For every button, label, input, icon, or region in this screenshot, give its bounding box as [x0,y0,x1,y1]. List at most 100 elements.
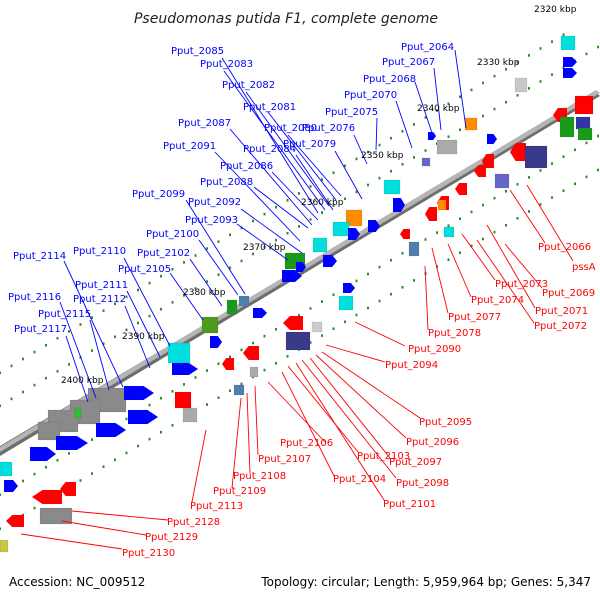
tick-dot [217,362,220,365]
tick-dot [562,155,565,158]
tick-dot [263,368,266,372]
tick-dot [22,357,24,361]
tick-dot [413,279,415,282]
tick-dot [309,185,312,188]
gene-feature [428,132,436,140]
tick-dot [275,205,277,209]
tick-dot [217,273,220,276]
tick-dot [539,169,542,172]
gene-label: Pput_2083 [200,59,253,70]
tick-dot [45,376,47,380]
tick-dot [344,197,346,201]
gene-feature [233,384,245,396]
tick-dot [229,355,231,359]
tick-dot [378,143,381,147]
tick-dot [447,135,450,138]
label-leader-line [354,321,406,347]
gene-label: Pput_2107 [258,454,311,465]
gene-feature [437,199,447,211]
tick-dot [355,190,358,194]
tick-dot [470,210,473,214]
label-leader-line [59,301,97,399]
tick-dot [367,183,369,187]
gene-label: Pput_2102 [137,248,190,259]
gene-feature [311,321,323,333]
gene-feature [332,221,350,237]
tick-dot [252,252,254,256]
gene-label: Pput_2103 [357,451,410,462]
tick-dot [0,527,1,531]
kbp-tick-label: 2360 kbp [301,198,344,208]
tick-dot [229,389,231,393]
gene-feature [243,346,259,360]
kbp-tick-label: 2370 kbp [243,243,286,253]
tick-dot [0,493,1,497]
gene-feature [222,358,234,370]
tick-dot [137,321,139,325]
tick-dot [263,334,266,338]
gene-label: Pput_2130 [122,548,175,559]
label-leader-line [89,319,110,391]
gene-feature [128,410,158,424]
tick-dot [22,479,24,483]
tick-dot [275,238,277,242]
label-leader-line [254,385,259,456]
gene-feature [182,407,198,423]
label-leader-line [126,290,161,358]
tick-dot [33,350,36,354]
gene-feature [487,134,497,144]
tick-dot [91,349,93,352]
tick-dot [355,279,358,283]
tick-dot [229,266,231,270]
tick-dot [401,163,404,166]
tick-dot [0,404,1,408]
label-leader-line [486,224,536,309]
tick-dot [160,396,162,400]
label-leader-line [71,510,169,521]
tick-dot [148,403,151,407]
gene-label: Pput_2091 [163,141,216,152]
tick-dot [447,102,450,105]
tick-dot [79,479,82,482]
tick-dot [56,337,59,340]
gene-label: Pput_2073 [495,279,548,290]
tick-dot [171,301,174,304]
gene-feature [574,95,594,115]
gene-label: Pput_2086 [220,161,273,172]
gene-feature [174,391,192,409]
tick-dot [171,424,174,427]
kbp-tick-label: 2400 kbp [61,376,104,386]
tick-dot [183,261,185,264]
gene-feature [0,461,13,477]
gene-label: Pput_2105 [118,264,171,275]
tick-dot [551,40,553,43]
gene-feature [559,116,575,138]
gene-feature [96,423,126,437]
tick-dot [33,472,36,476]
tick-dot [493,230,496,234]
tick-dot [102,342,105,345]
gene-feature [282,270,302,282]
gene-feature [514,77,528,93]
tick-dot [102,309,105,312]
tick-dot [33,383,36,387]
label-leader-line [315,354,407,439]
tick-dot [206,280,208,283]
gene-feature [368,220,380,232]
tick-dot [574,148,576,152]
gene-feature [210,336,222,348]
label-leader-line [301,359,397,479]
tick-dot [505,67,507,71]
label-leader-line [267,381,326,443]
tick-dot [390,292,392,296]
gene-label: Pput_2068 [363,74,416,85]
gene-label: Pput_2100 [146,229,199,240]
gene-feature [6,515,24,527]
tick-dot [309,218,312,221]
tick-dot [148,437,151,441]
tick-dot [33,506,36,510]
gene-label: Pput_2072 [534,321,587,332]
tick-dot [470,88,473,92]
tick-dot [585,175,588,179]
